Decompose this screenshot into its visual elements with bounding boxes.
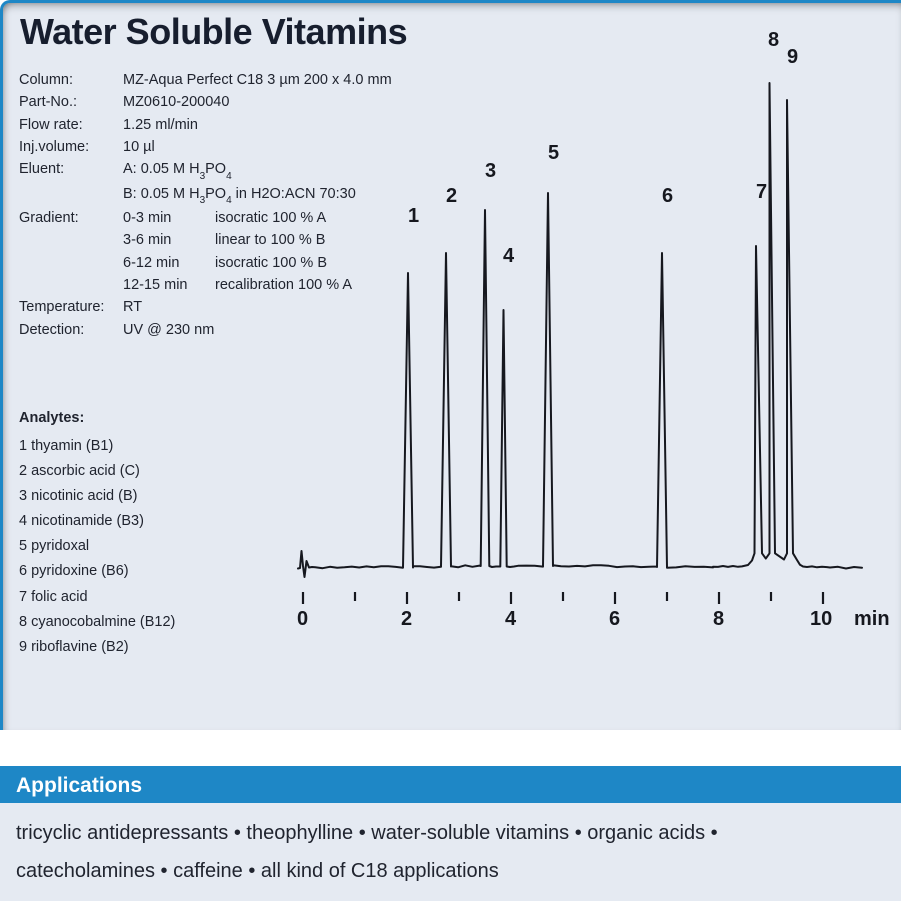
svg-text:4: 4 bbox=[505, 608, 517, 630]
svg-text:6: 6 bbox=[662, 185, 673, 207]
svg-text:4: 4 bbox=[503, 245, 515, 267]
svg-text:2: 2 bbox=[401, 608, 412, 630]
svg-text:9: 9 bbox=[787, 46, 798, 68]
svg-text:1: 1 bbox=[408, 205, 419, 227]
svg-text:5: 5 bbox=[548, 142, 559, 164]
svg-text:3: 3 bbox=[485, 160, 496, 182]
svg-text:8: 8 bbox=[768, 29, 779, 51]
svg-text:10: 10 bbox=[810, 608, 832, 630]
svg-text:0: 0 bbox=[297, 608, 308, 630]
svg-text:8: 8 bbox=[713, 608, 724, 630]
svg-text:2: 2 bbox=[446, 185, 457, 207]
svg-text:6: 6 bbox=[609, 608, 620, 630]
svg-text:min: min bbox=[854, 608, 890, 630]
svg-text:7: 7 bbox=[756, 181, 767, 203]
